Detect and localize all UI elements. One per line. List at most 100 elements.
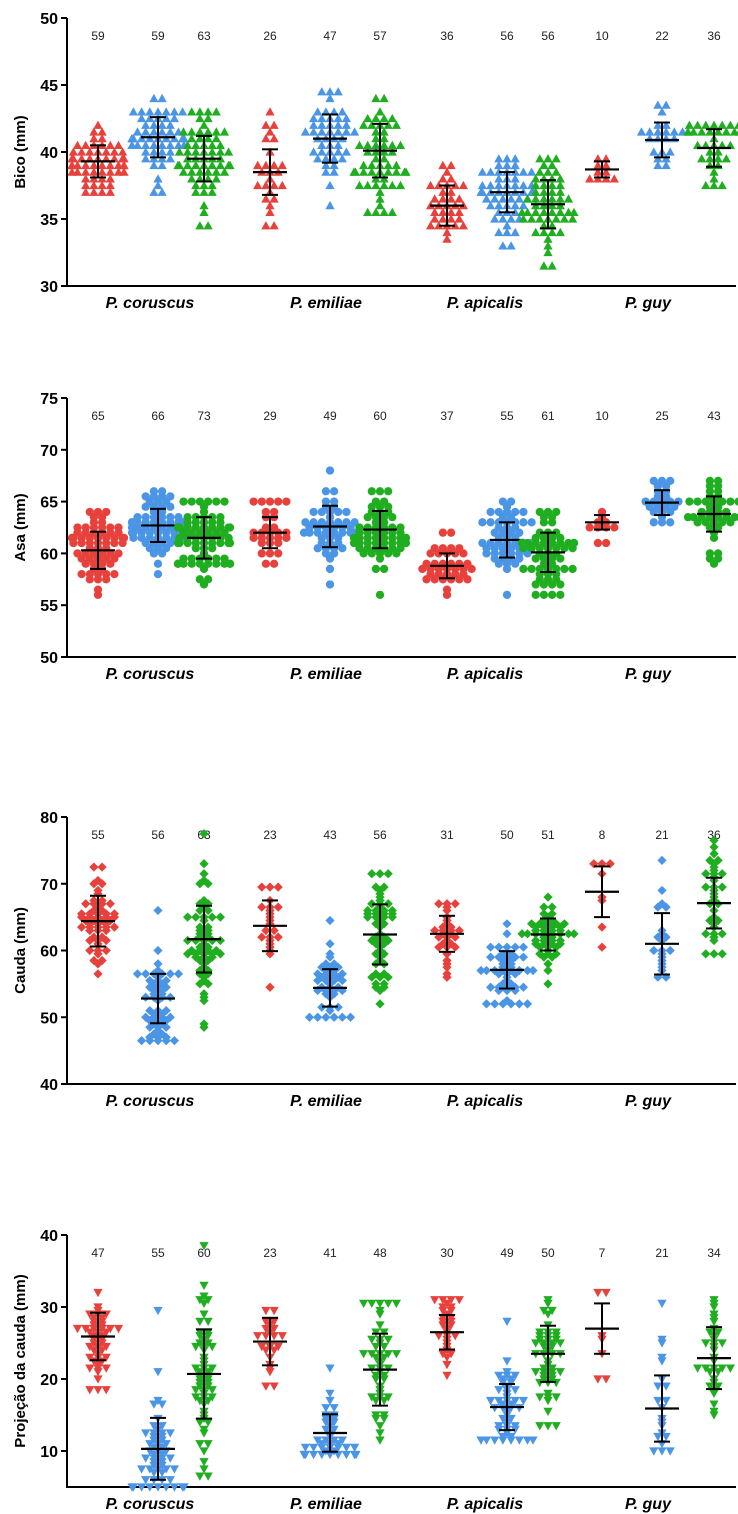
data-point	[342, 508, 350, 516]
data-point	[338, 107, 347, 115]
data-point	[274, 882, 283, 891]
data-point	[593, 1289, 602, 1297]
data-point	[212, 554, 220, 562]
series-group: 48	[359, 1246, 401, 1445]
data-point	[380, 565, 388, 573]
data-point	[89, 862, 98, 871]
sample-size-label: 49	[500, 1246, 514, 1260]
data-point	[447, 161, 456, 169]
data-point	[325, 1397, 334, 1405]
data-point	[375, 1429, 384, 1437]
data-point	[363, 114, 372, 122]
data-point	[439, 544, 447, 552]
data-point	[326, 580, 334, 588]
data-point	[93, 121, 102, 129]
data-point	[402, 534, 410, 542]
data-point	[490, 1437, 499, 1445]
category-label: P. guy	[625, 1496, 672, 1513]
sample-size-label: 56	[151, 828, 165, 842]
data-point	[120, 534, 128, 542]
data-point	[519, 565, 527, 573]
sample-size-label: 55	[91, 828, 105, 842]
data-point	[697, 154, 706, 162]
data-point	[187, 107, 196, 115]
data-point	[442, 1372, 451, 1380]
data-point	[388, 141, 397, 149]
data-point	[274, 534, 282, 542]
data-point	[657, 1447, 666, 1455]
data-point	[142, 513, 150, 521]
data-point	[282, 534, 290, 542]
data-point	[162, 534, 170, 542]
data-point	[685, 497, 693, 505]
y-tick-label: 60	[40, 944, 58, 961]
data-point	[515, 1404, 524, 1412]
data-point	[519, 544, 527, 552]
data-point	[536, 575, 544, 583]
data-point	[86, 534, 94, 542]
data-point	[153, 1307, 162, 1315]
data-point	[371, 1415, 380, 1423]
data-point	[224, 534, 232, 542]
data-point	[502, 1357, 511, 1365]
data-point	[204, 1318, 213, 1326]
data-point	[270, 1383, 279, 1391]
data-point	[502, 919, 511, 928]
data-point	[709, 842, 718, 851]
data-point	[490, 1404, 499, 1412]
data-point	[388, 513, 396, 521]
data-point	[216, 523, 224, 531]
data-point	[610, 523, 618, 531]
data-point	[602, 1289, 611, 1297]
data-point	[451, 1332, 460, 1340]
data-point	[199, 1300, 208, 1308]
y-tick-label: 70	[40, 443, 58, 460]
data-point	[718, 882, 727, 891]
data-point	[662, 101, 671, 109]
data-point	[718, 929, 727, 938]
data-point	[142, 492, 150, 500]
data-point	[507, 554, 515, 562]
data-point	[552, 1379, 561, 1387]
data-point	[368, 503, 376, 511]
sample-size-label: 61	[541, 409, 555, 423]
data-point	[376, 554, 384, 562]
data-point	[363, 181, 372, 189]
data-point	[507, 241, 516, 249]
sample-size-label: 49	[323, 409, 337, 423]
data-point	[709, 949, 718, 958]
data-point	[535, 1422, 544, 1430]
category-label: P. emiliae	[290, 1496, 362, 1513]
data-point	[346, 523, 354, 531]
chart-panel-2: Asa (mm)505560657075P. coruscus P. emilia…	[12, 391, 738, 683]
data-point	[175, 534, 183, 542]
data-point	[200, 503, 208, 511]
series-group: 65	[68, 409, 128, 599]
data-point	[265, 983, 274, 992]
data-point	[455, 1296, 464, 1304]
data-point	[491, 554, 499, 562]
data-point	[388, 208, 397, 216]
data-point	[376, 503, 384, 511]
category-label: P. coruscus	[106, 295, 195, 312]
data-point	[380, 94, 389, 102]
data-point	[511, 1386, 520, 1394]
data-point	[597, 943, 606, 952]
sample-size-label: 43	[707, 409, 721, 423]
data-point	[257, 882, 266, 891]
data-point	[701, 121, 710, 129]
series-group: 43	[684, 409, 738, 568]
data-point	[439, 575, 447, 583]
data-point	[367, 1336, 376, 1344]
series-group: 55	[77, 828, 119, 978]
data-point	[309, 1451, 318, 1459]
data-point	[158, 513, 166, 521]
data-point	[154, 560, 162, 568]
data-point	[527, 544, 535, 552]
data-point	[384, 869, 393, 878]
data-point	[158, 492, 166, 500]
category-label: P. apicalis	[447, 666, 523, 683]
data-point	[649, 946, 658, 955]
data-point	[384, 1336, 393, 1344]
data-point	[212, 497, 220, 505]
